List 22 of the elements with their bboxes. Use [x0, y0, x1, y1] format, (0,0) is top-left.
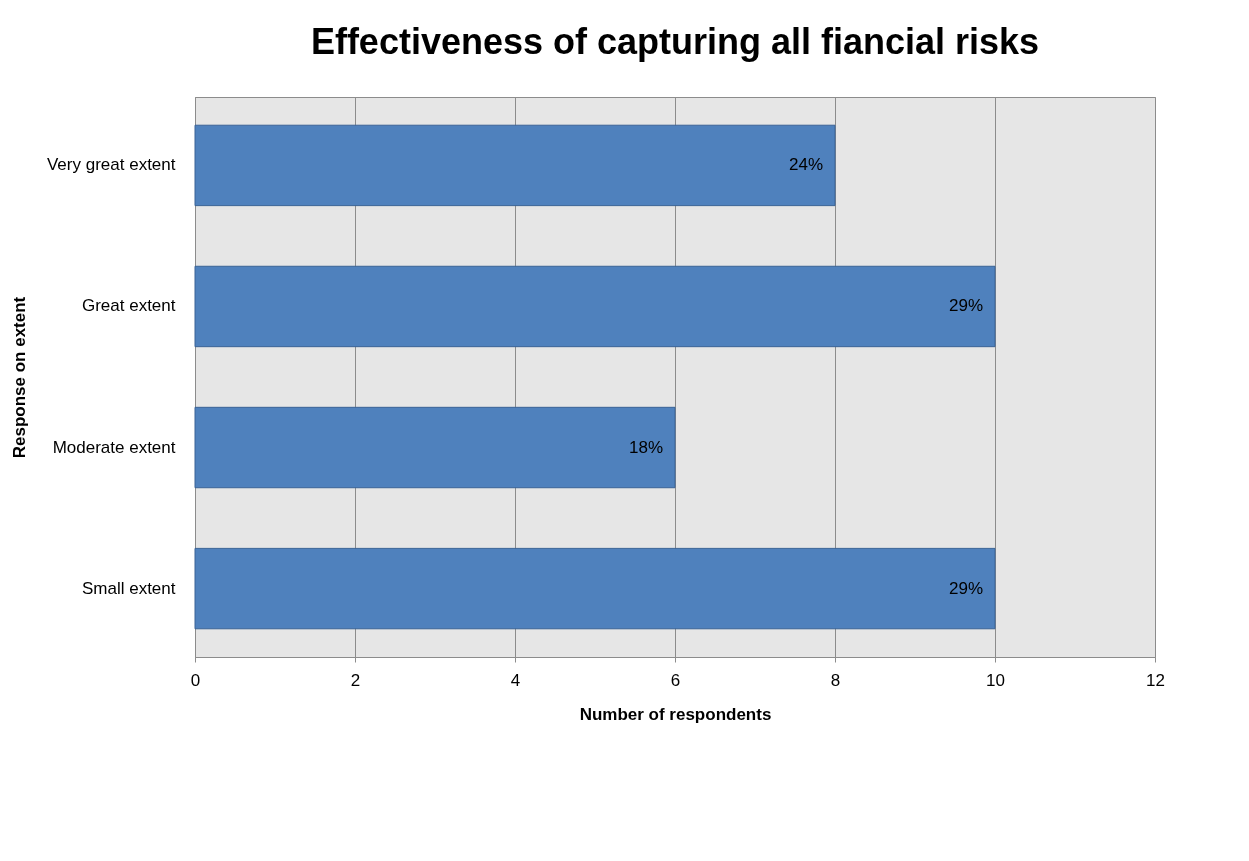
x-tick-label: 10 — [986, 670, 1005, 690]
bar — [194, 406, 676, 489]
y-tick-label: Very great extent — [46, 155, 176, 175]
chart-title: Effectiveness of capturing all fiancial risks — [310, 21, 1040, 62]
x-tick-label: 4 — [510, 670, 521, 690]
annotation: 29% — [948, 578, 983, 598]
x-tick-label: 6 — [670, 670, 681, 690]
annotation: 24% — [788, 155, 823, 175]
y-axis-title: Response on extent — [9, 296, 29, 459]
annotation: 29% — [948, 296, 983, 316]
y-tick-label: Small extent — [81, 578, 176, 598]
bar — [194, 547, 996, 630]
x-axis-title: Number of respondents — [579, 704, 772, 724]
x-tick-label: 2 — [350, 670, 361, 690]
annotation: 18% — [628, 437, 663, 457]
bar — [194, 124, 836, 207]
bar — [194, 265, 996, 348]
x-tick-label: 12 — [1146, 670, 1165, 690]
y-tick-label: Great extent — [81, 296, 176, 316]
x-tick-label: 0 — [190, 670, 201, 690]
y-tick-label: Moderate extent — [52, 437, 176, 457]
x-tick-label: 8 — [830, 670, 841, 690]
